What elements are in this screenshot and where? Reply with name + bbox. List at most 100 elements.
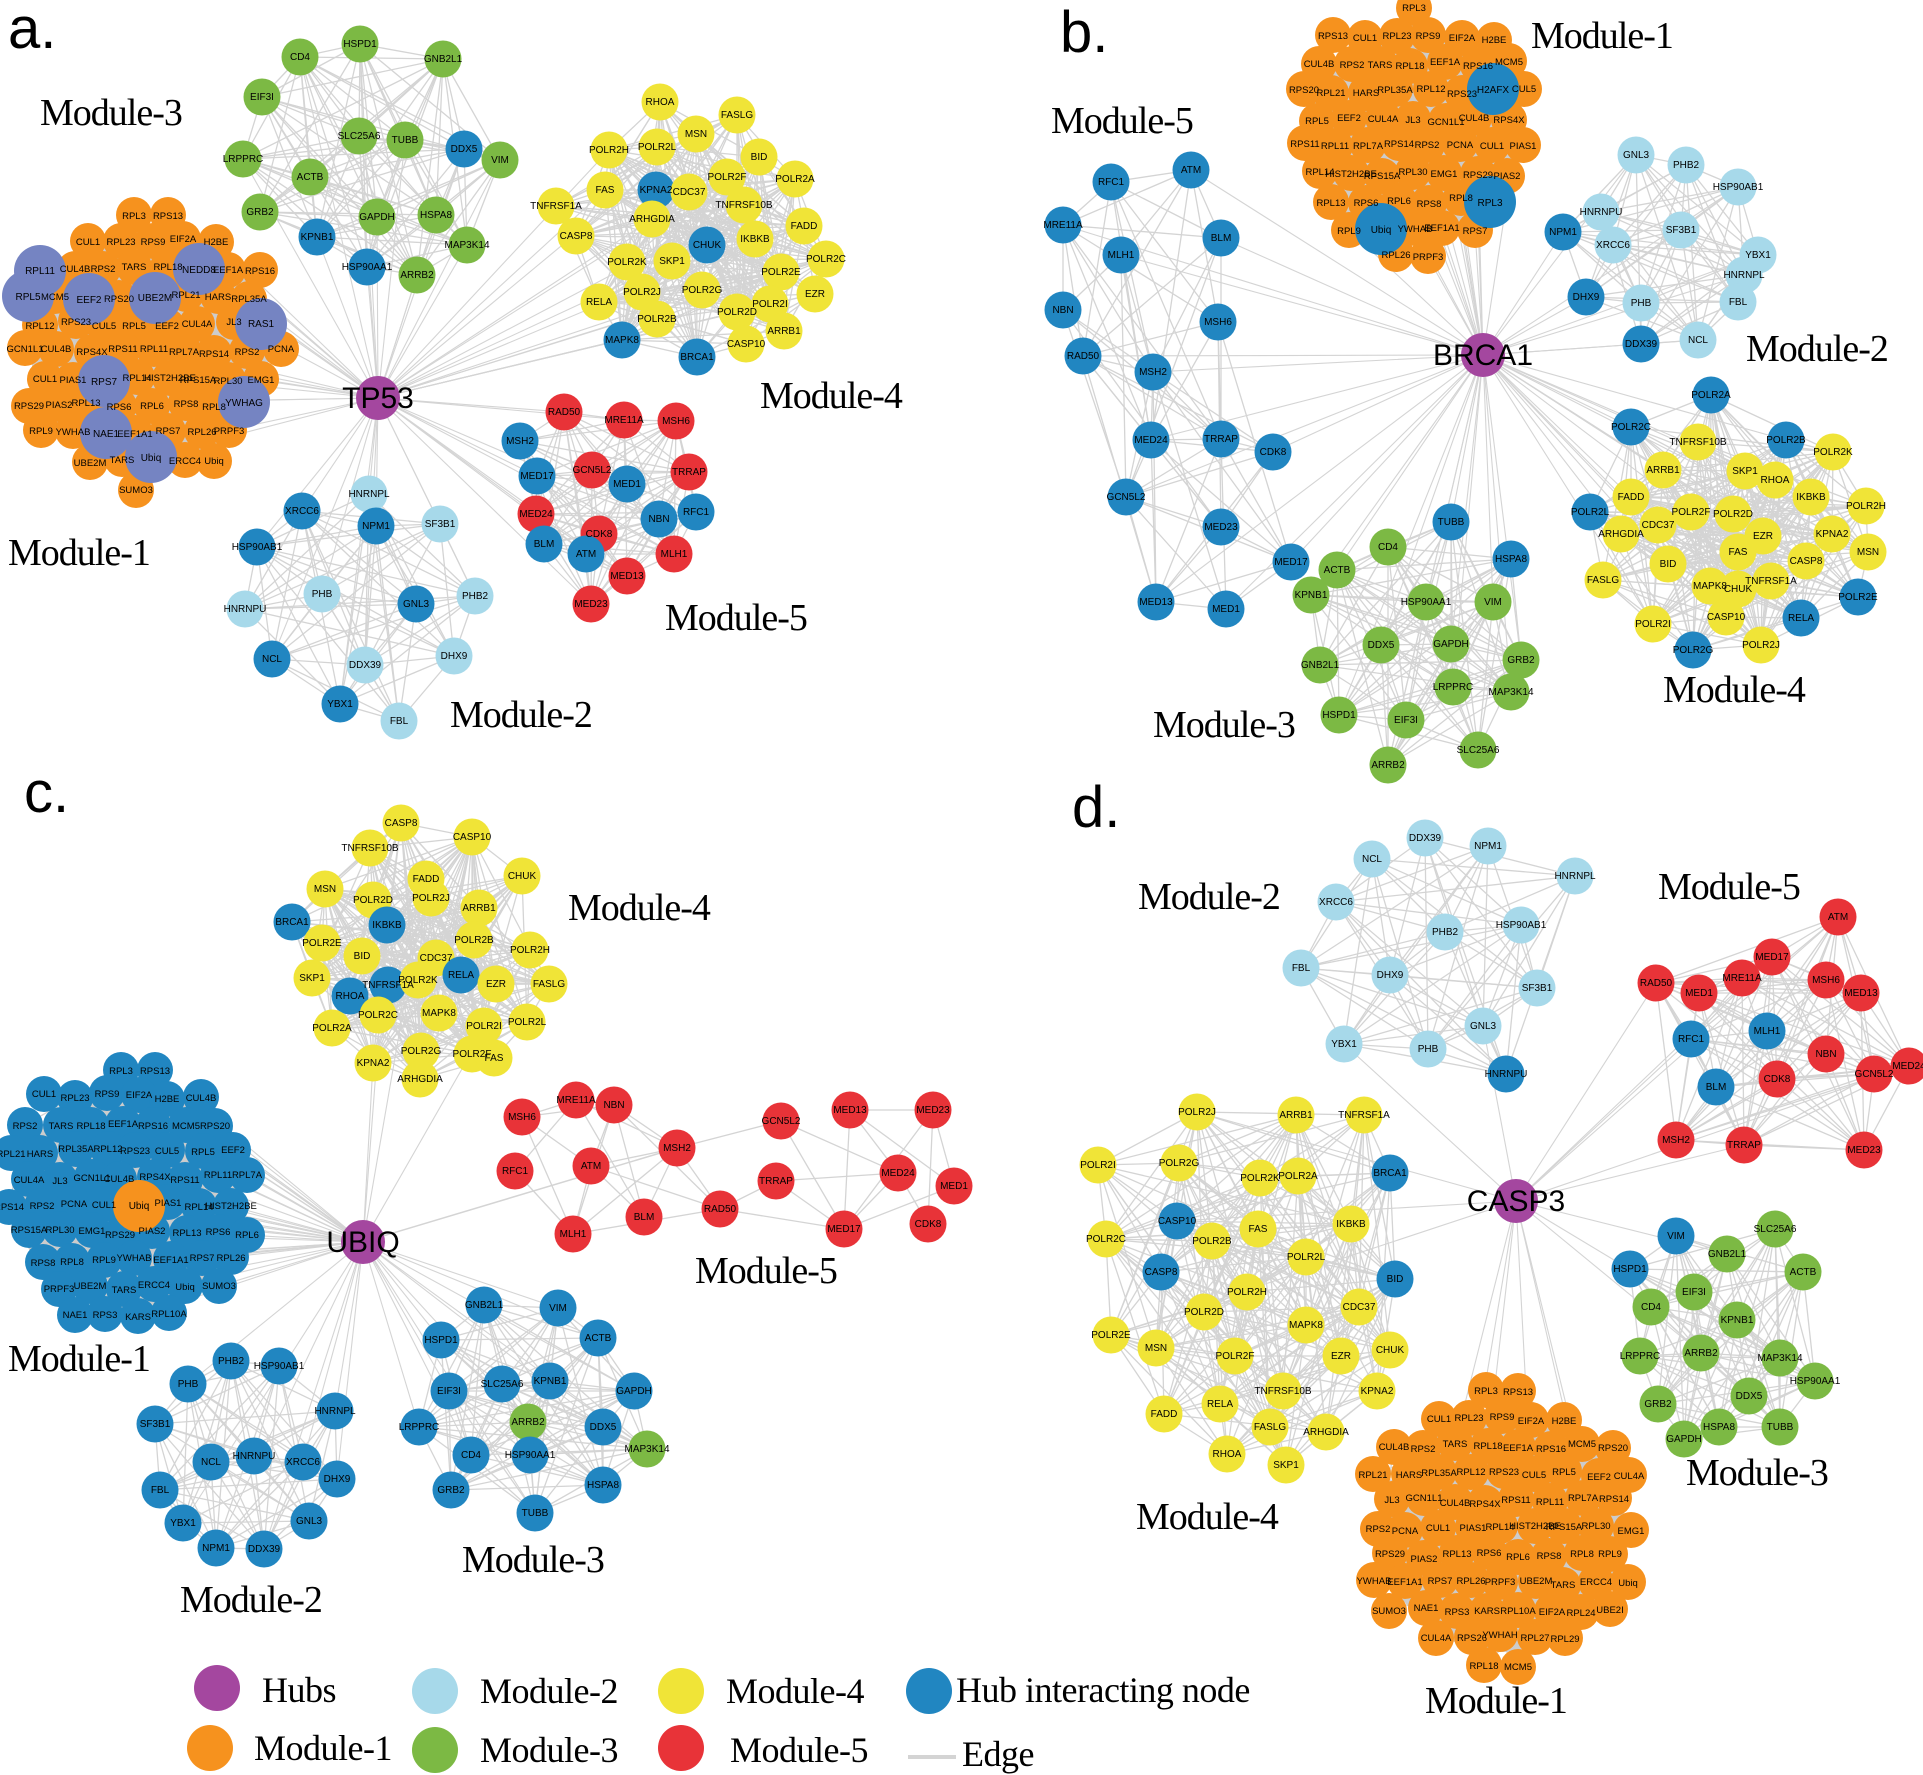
svg-text:TARS: TARS <box>49 1121 74 1132</box>
svg-text:CUL4A: CUL4A <box>1421 1633 1452 1644</box>
svg-text:PHB: PHB <box>1631 298 1652 309</box>
svg-text:BRCA1: BRCA1 <box>1433 339 1533 372</box>
svg-text:NBN: NBN <box>603 1100 624 1111</box>
svg-text:RPS23: RPS23 <box>120 1146 150 1157</box>
svg-text:EMG1: EMG1 <box>1618 1526 1645 1537</box>
svg-text:CASP8: CASP8 <box>1790 556 1823 567</box>
svg-text:BRCA1: BRCA1 <box>1373 1168 1407 1179</box>
svg-text:YWHAB: YWHAB <box>1398 224 1433 235</box>
svg-text:Module-3: Module-3 <box>1153 704 1295 746</box>
svg-text:H2BE: H2BE <box>204 237 229 248</box>
svg-text:RPL9: RPL9 <box>1598 1549 1622 1560</box>
svg-text:FASLG: FASLG <box>533 979 565 990</box>
svg-text:RPL6: RPL6 <box>1387 196 1411 207</box>
svg-text:FBL: FBL <box>390 716 409 727</box>
svg-text:POLR2J: POLR2J <box>1742 640 1780 651</box>
svg-text:GCN1L1: GCN1L1 <box>74 1173 111 1184</box>
svg-text:PCNA: PCNA <box>1447 140 1474 151</box>
svg-text:RPL5: RPL5 <box>191 1147 215 1158</box>
svg-text:EIF3I: EIF3I <box>250 92 274 103</box>
svg-text:XRCC6: XRCC6 <box>286 1457 320 1468</box>
svg-text:ARHGDIA: ARHGDIA <box>1598 529 1644 540</box>
svg-text:RPS14: RPS14 <box>1599 1494 1629 1505</box>
svg-text:POLR2E: POLR2E <box>1838 592 1878 603</box>
svg-text:RPS15A: RPS15A <box>1546 1522 1583 1533</box>
svg-text:VIM: VIM <box>549 1303 567 1314</box>
svg-text:MAP3K14: MAP3K14 <box>624 1444 669 1455</box>
svg-text:HNRNPL: HNRNPL <box>314 1406 356 1417</box>
svg-text:Module-4: Module-4 <box>726 1671 864 1711</box>
svg-text:KPNB1: KPNB1 <box>1295 590 1328 601</box>
svg-text:DHX9: DHX9 <box>1573 292 1600 303</box>
svg-text:GCN1L1: GCN1L1 <box>1428 117 1465 128</box>
svg-text:RPL14: RPL14 <box>122 373 151 384</box>
svg-text:EEF2: EEF2 <box>221 1145 245 1156</box>
svg-text:Module-4: Module-4 <box>1136 1496 1279 1538</box>
svg-text:RPL13: RPL13 <box>172 1228 201 1239</box>
svg-text:POLR2F: POLR2F <box>453 1049 492 1060</box>
svg-text:POLR2C: POLR2C <box>1611 422 1651 433</box>
svg-text:MLH1: MLH1 <box>661 549 688 560</box>
svg-text:MAPK8: MAPK8 <box>422 1008 456 1019</box>
svg-text:RAD50: RAD50 <box>1640 978 1673 989</box>
svg-text:RPS11: RPS11 <box>108 344 137 355</box>
svg-text:EMG1: EMG1 <box>248 375 275 386</box>
svg-text:RPL30: RPL30 <box>213 376 242 387</box>
svg-text:POLR2A: POLR2A <box>775 174 815 185</box>
svg-text:RPS2: RPS2 <box>235 347 260 358</box>
svg-text:RELA: RELA <box>1788 613 1814 624</box>
svg-text:PHB: PHB <box>312 589 333 600</box>
svg-text:GCN1L1: GCN1L1 <box>7 344 44 355</box>
svg-text:BID: BID <box>751 152 768 163</box>
svg-text:MED23: MED23 <box>1204 522 1238 533</box>
svg-text:Module-4: Module-4 <box>568 887 711 929</box>
svg-text:GAPDH: GAPDH <box>359 212 395 223</box>
svg-text:RPL9: RPL9 <box>92 1255 116 1266</box>
svg-text:POLR2E: POLR2E <box>302 938 342 949</box>
svg-text:YWHAB: YWHAB <box>56 427 91 438</box>
svg-text:HARS: HARS <box>205 292 231 303</box>
svg-text:RPL6: RPL6 <box>140 401 164 412</box>
svg-text:DDX5: DDX5 <box>451 144 478 155</box>
svg-text:SF3B1: SF3B1 <box>1522 983 1553 994</box>
svg-text:PRPF3: PRPF3 <box>214 426 245 437</box>
svg-text:MLH1: MLH1 <box>1754 1026 1781 1037</box>
svg-text:RPS11: RPS11 <box>1290 139 1319 150</box>
svg-text:RPL11: RPL11 <box>1536 1497 1564 1508</box>
svg-text:MSH2: MSH2 <box>663 1143 691 1154</box>
svg-text:CHUK: CHUK <box>1724 584 1753 595</box>
svg-text:POLR2J: POLR2J <box>623 287 661 298</box>
svg-text:HSPD1: HSPD1 <box>424 1335 458 1346</box>
svg-text:RPS3: RPS3 <box>1445 1607 1470 1618</box>
svg-text:POLR2B: POLR2B <box>1192 1236 1232 1247</box>
svg-text:ATM: ATM <box>1181 165 1201 176</box>
svg-text:JL3: JL3 <box>1384 1495 1399 1506</box>
svg-text:FAS: FAS <box>596 185 615 196</box>
svg-text:CHUK: CHUK <box>508 871 537 882</box>
svg-text:MSH6: MSH6 <box>662 416 690 427</box>
svg-text:TNFRSF10B: TNFRSF10B <box>715 200 773 211</box>
svg-text:RAD50: RAD50 <box>1067 351 1100 362</box>
svg-text:FAS: FAS <box>485 1053 504 1064</box>
svg-text:GCN5L2: GCN5L2 <box>573 465 612 476</box>
svg-text:ACTB: ACTB <box>1324 565 1351 576</box>
svg-text:RPL18: RPL18 <box>153 262 182 273</box>
svg-text:HARS: HARS <box>1353 88 1379 99</box>
svg-text:EIF2A: EIF2A <box>1449 33 1476 44</box>
svg-text:CUL4B: CUL4B <box>1440 1498 1471 1509</box>
svg-text:RPL6: RPL6 <box>1506 1552 1530 1563</box>
svg-text:CDK8: CDK8 <box>1260 447 1287 458</box>
svg-text:CUL4A: CUL4A <box>1368 114 1399 125</box>
svg-text:CUL4A: CUL4A <box>14 1175 45 1186</box>
svg-text:TNFRSF1A: TNFRSF1A <box>362 980 414 991</box>
svg-text:RAS1: RAS1 <box>248 319 275 330</box>
svg-text:RPL23: RPL23 <box>60 1093 89 1104</box>
svg-text:RPS9: RPS9 <box>1490 1412 1515 1423</box>
svg-text:UBIQ: UBIQ <box>326 1226 399 1259</box>
svg-text:ARHGDIA: ARHGDIA <box>629 214 675 225</box>
svg-text:RPL26: RPL26 <box>187 427 216 438</box>
svg-text:RPL13: RPL13 <box>1442 1549 1471 1560</box>
svg-text:RELA: RELA <box>448 970 474 981</box>
svg-text:IKBKB: IKBKB <box>1796 492 1826 503</box>
svg-text:CASP10: CASP10 <box>1158 1216 1197 1227</box>
